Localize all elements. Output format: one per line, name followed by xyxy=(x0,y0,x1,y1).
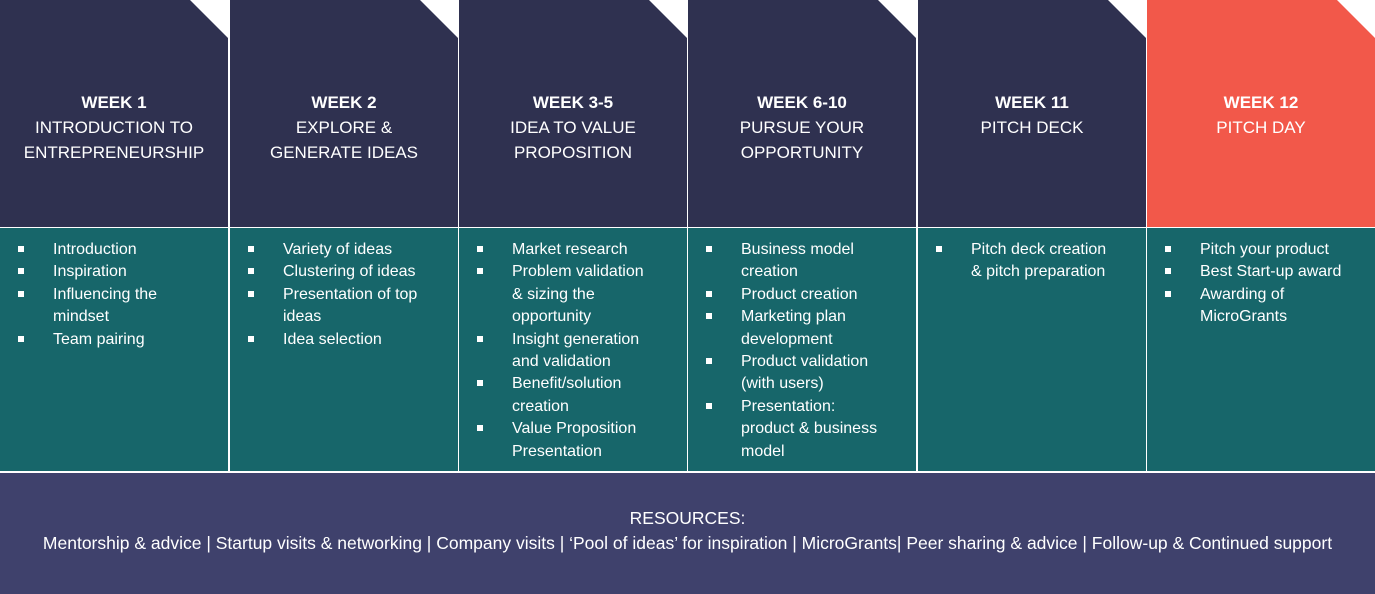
square-bullet-icon xyxy=(1165,268,1171,275)
week-column-4: WEEK 6-10 PURSUE YOUR OPPORTUNITY Busine… xyxy=(688,0,916,471)
square-bullet-icon xyxy=(936,246,942,252)
week-body-3: Market research Problem validation & sizi… xyxy=(459,228,687,471)
week-body-6: Pitch your product Best Start-up award A… xyxy=(1147,228,1375,471)
week-label: WEEK 11 xyxy=(995,93,1069,112)
square-bullet-icon xyxy=(248,290,254,297)
square-bullet-icon xyxy=(706,313,712,320)
list-item: Awarding of MicroGrants xyxy=(1164,284,1371,329)
list-item: Product validation (with users) xyxy=(705,351,912,396)
list-item: Insight generation and validation xyxy=(476,329,683,374)
week-body-4: Business model creation Product creation … xyxy=(688,228,916,471)
square-bullet-icon xyxy=(1165,290,1171,297)
week-title-line: OPPORTUNITY xyxy=(740,143,864,162)
list-item: Best Start-up award xyxy=(1164,261,1371,283)
week-label: WEEK 3-5 xyxy=(532,93,614,112)
list-item: Business model creation xyxy=(705,239,912,284)
square-bullet-icon xyxy=(706,358,712,365)
square-bullet-icon xyxy=(706,290,712,297)
week-header-2: WEEK 2 EXPLORE & GENERATE IDEAS xyxy=(230,0,458,227)
square-bullet-icon xyxy=(248,246,254,252)
list-item: Problem validation & sizing the opportunit… xyxy=(476,261,683,328)
week-label: WEEK 6-10 xyxy=(757,93,847,112)
list-item: Marketing plan development xyxy=(705,306,912,351)
square-bullet-icon xyxy=(477,425,483,432)
week-column-1: WEEK 1 INTRODUCTION TO ENTREPRENEURSHIP … xyxy=(0,0,228,471)
square-bullet-icon xyxy=(1165,246,1171,252)
week-title-line: PITCH DAY xyxy=(1216,118,1306,137)
week-title-line: EXPLORE & xyxy=(295,118,393,137)
week-title-line: IDEA TO VALUE xyxy=(510,118,636,137)
week-column-5: WEEK 11 PITCH DECK Pitch deck creation & … xyxy=(918,0,1146,471)
list-item: Product creation xyxy=(705,284,912,306)
week-column-2: WEEK 2 EXPLORE & GENERATE IDEAS Variety … xyxy=(230,0,458,471)
list-item: Presentation of top ideas xyxy=(247,284,454,329)
square-bullet-icon xyxy=(248,335,254,342)
week-header-6: WEEK 12 PITCH DAY xyxy=(1147,0,1375,227)
square-bullet-icon xyxy=(477,268,483,275)
square-bullet-icon xyxy=(706,246,712,252)
week-header-4: WEEK 6-10 PURSUE YOUR OPPORTUNITY xyxy=(688,0,916,227)
week-column-6: WEEK 12 PITCH DAY Pitch your product Bes… xyxy=(1147,0,1375,471)
list-item: Presentation: product & business model xyxy=(705,396,912,463)
program-timeline: WEEK 1 INTRODUCTION TO ENTREPRENEURSHIP … xyxy=(0,0,1375,471)
week-label: WEEK 2 xyxy=(311,93,377,112)
square-bullet-icon xyxy=(477,380,483,387)
list-item: Clustering of ideas xyxy=(247,261,454,283)
week-body-1: Introduction Inspiration Influencing the… xyxy=(0,228,228,471)
resources-banner: RESOURCES: Mentorship & advice | Startup… xyxy=(0,473,1375,594)
list-item: Idea selection xyxy=(247,329,454,351)
week-body-2: Variety of ideas Clustering of ideas Pre… xyxy=(230,228,458,471)
week-header-5: WEEK 11 PITCH DECK xyxy=(918,0,1146,227)
list-item: Pitch deck creation & pitch preparation xyxy=(935,239,1142,284)
resources-heading: RESOURCES: xyxy=(629,508,746,528)
list-item: Value Proposition Presentation xyxy=(476,418,683,463)
week-label: WEEK 1 xyxy=(81,93,147,112)
week-title-line: PITCH DECK xyxy=(980,118,1084,137)
list-item: Introduction xyxy=(17,239,224,261)
week-title-line: PROPOSITION xyxy=(513,143,633,162)
square-bullet-icon xyxy=(477,246,483,252)
week-title-line: GENERATE IDEAS xyxy=(270,143,418,162)
square-bullet-icon xyxy=(477,335,483,342)
square-bullet-icon xyxy=(18,290,24,297)
square-bullet-icon xyxy=(18,268,24,275)
list-item: Pitch your product xyxy=(1164,239,1371,261)
square-bullet-icon xyxy=(18,246,24,252)
resources-list: Mentorship & advice | Startup visits & n… xyxy=(42,533,1333,553)
list-item: Inspiration xyxy=(17,261,224,283)
list-item: Benefit/solution creation xyxy=(476,373,683,418)
week-label: WEEK 12 xyxy=(1223,93,1299,112)
week-title-line: INTRODUCTION TO xyxy=(34,118,194,137)
week-body-5: Pitch deck creation & pitch preparation xyxy=(918,228,1146,471)
week-title-line: ENTREPRENEURSHIP xyxy=(23,143,205,162)
square-bullet-icon xyxy=(18,335,24,342)
week-header-3: WEEK 3-5 IDEA TO VALUE PROPOSITION xyxy=(459,0,687,227)
list-item: Team pairing xyxy=(17,329,224,351)
square-bullet-icon xyxy=(706,402,712,409)
week-title-line: PURSUE YOUR xyxy=(739,118,865,137)
week-column-3: WEEK 3-5 IDEA TO VALUE PROPOSITION Marke… xyxy=(459,0,687,471)
week-header-1: WEEK 1 INTRODUCTION TO ENTREPRENEURSHIP xyxy=(0,0,228,227)
square-bullet-icon xyxy=(248,268,254,275)
list-item: Variety of ideas xyxy=(247,239,454,261)
list-item: Market research xyxy=(476,239,683,261)
list-item: Influencing the mindset xyxy=(17,284,224,329)
